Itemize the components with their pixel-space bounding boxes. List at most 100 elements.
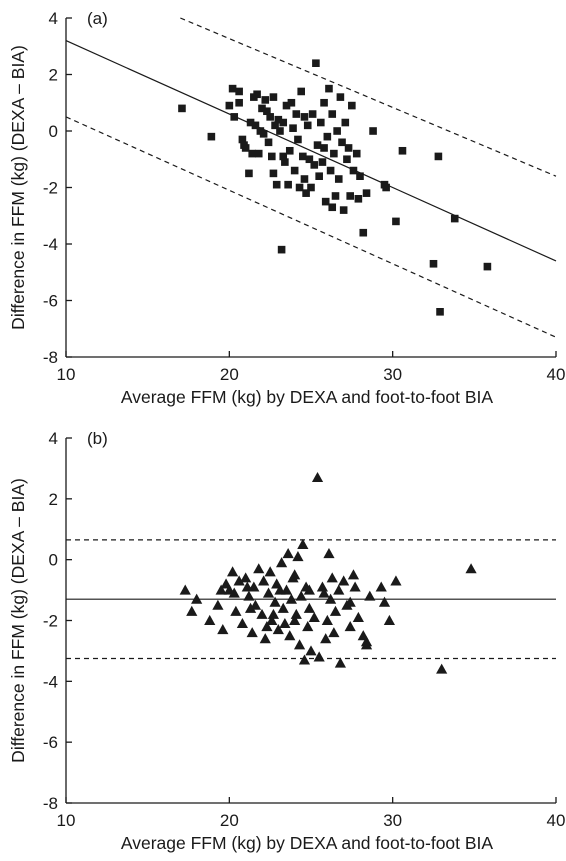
data-point <box>274 584 286 595</box>
data-point <box>320 98 328 107</box>
data-point <box>320 633 332 644</box>
data-point <box>298 654 311 665</box>
data-point <box>178 104 186 113</box>
data-point <box>290 608 302 619</box>
data-point <box>356 172 364 180</box>
panel-a: -8 -6 -4 -2 0 2 4 10 20 30 40 Average FFM (kg) by D… <box>8 9 565 407</box>
x-axis-title: Average FFM (kg) by DEXA and foot-to-foo… <box>121 387 494 407</box>
data-point <box>300 175 309 183</box>
y-tick-label: -8 <box>43 794 58 813</box>
data-point <box>434 152 443 161</box>
data-point <box>328 627 340 638</box>
data-point <box>292 110 301 118</box>
data-point <box>308 611 320 622</box>
data-point <box>436 308 444 316</box>
data-point <box>235 87 243 96</box>
lower-limit-line <box>66 116 557 338</box>
data-point <box>272 624 284 635</box>
data-point <box>313 651 325 662</box>
data-point <box>305 155 314 164</box>
data-point <box>326 166 335 175</box>
data-point <box>300 113 309 121</box>
data-point <box>293 639 306 650</box>
data-point <box>264 566 276 577</box>
data-point <box>333 584 345 595</box>
data-point <box>290 166 299 175</box>
data-point <box>259 633 271 644</box>
panel-label: (a) <box>87 9 108 28</box>
data-point <box>311 471 324 483</box>
data-point <box>315 172 323 180</box>
data-point <box>228 587 240 598</box>
panel-label: (b) <box>87 429 108 448</box>
data-point <box>253 563 265 574</box>
y-tick-label: 4 <box>49 429 58 448</box>
data-point <box>207 132 216 141</box>
data-point <box>364 590 376 601</box>
data-point <box>346 192 354 200</box>
data-point <box>429 259 438 268</box>
y-tick-label: -2 <box>43 179 58 198</box>
data-point <box>347 569 360 580</box>
data-point <box>349 166 358 175</box>
data-point <box>233 575 245 586</box>
data-point <box>277 602 289 613</box>
data-point <box>343 155 351 164</box>
data-point <box>354 195 363 203</box>
data-point <box>303 602 315 613</box>
data-point <box>339 206 348 214</box>
data-point <box>217 624 229 635</box>
x-tick-label: 40 <box>547 365 566 384</box>
data-point <box>321 614 333 625</box>
data-point <box>267 608 280 619</box>
data-point <box>310 161 319 169</box>
x-tick-label: 30 <box>383 811 402 830</box>
upper-limit-line <box>180 17 557 177</box>
data-point <box>258 575 270 586</box>
data-point <box>352 611 364 622</box>
data-point <box>289 569 301 580</box>
data-point <box>302 189 310 197</box>
data-point <box>336 93 345 101</box>
x-tick-label: 10 <box>57 365 76 384</box>
data-point <box>268 152 276 161</box>
data-point <box>344 620 356 632</box>
data-point <box>323 132 332 141</box>
data-point <box>289 124 297 132</box>
y-tick-label: -6 <box>43 292 58 311</box>
data-point <box>235 98 243 107</box>
data-point <box>328 203 337 212</box>
data-point <box>215 584 227 595</box>
data-point <box>338 575 350 586</box>
data-point <box>241 144 250 152</box>
data-point <box>238 135 247 144</box>
data-point <box>302 620 314 632</box>
panel-b: -8 -6 -4 -2 0 2 4 10 20 30 40 Average FFM (kg) by D… <box>8 429 565 853</box>
data-point <box>276 127 284 135</box>
x-tick-label: 10 <box>57 811 76 830</box>
data-point <box>326 572 338 583</box>
data-point <box>212 599 224 610</box>
data-point <box>320 144 328 152</box>
x-tick-label: 20 <box>220 811 239 830</box>
data-point <box>264 138 273 147</box>
data-point <box>297 87 305 96</box>
data-point <box>341 118 350 127</box>
y-axis-title: Difference in FFM (kg) (DEXA – BIA) <box>8 478 28 763</box>
data-point <box>312 59 320 67</box>
regression-line <box>66 40 557 262</box>
y-tick-label: -4 <box>43 235 58 254</box>
data-point <box>246 627 258 638</box>
data-point <box>398 146 407 155</box>
data-point <box>269 169 278 178</box>
y-tick-label: -2 <box>43 612 58 631</box>
data-point <box>313 141 322 149</box>
x-tick-label: 30 <box>383 365 402 384</box>
data-point <box>285 146 294 155</box>
data-point <box>383 614 395 625</box>
data-point <box>271 121 279 130</box>
data-point <box>266 113 274 121</box>
data-point <box>269 596 281 607</box>
x-axis-title: Average FFM (kg) by DEXA and foot-to-foo… <box>121 833 494 853</box>
